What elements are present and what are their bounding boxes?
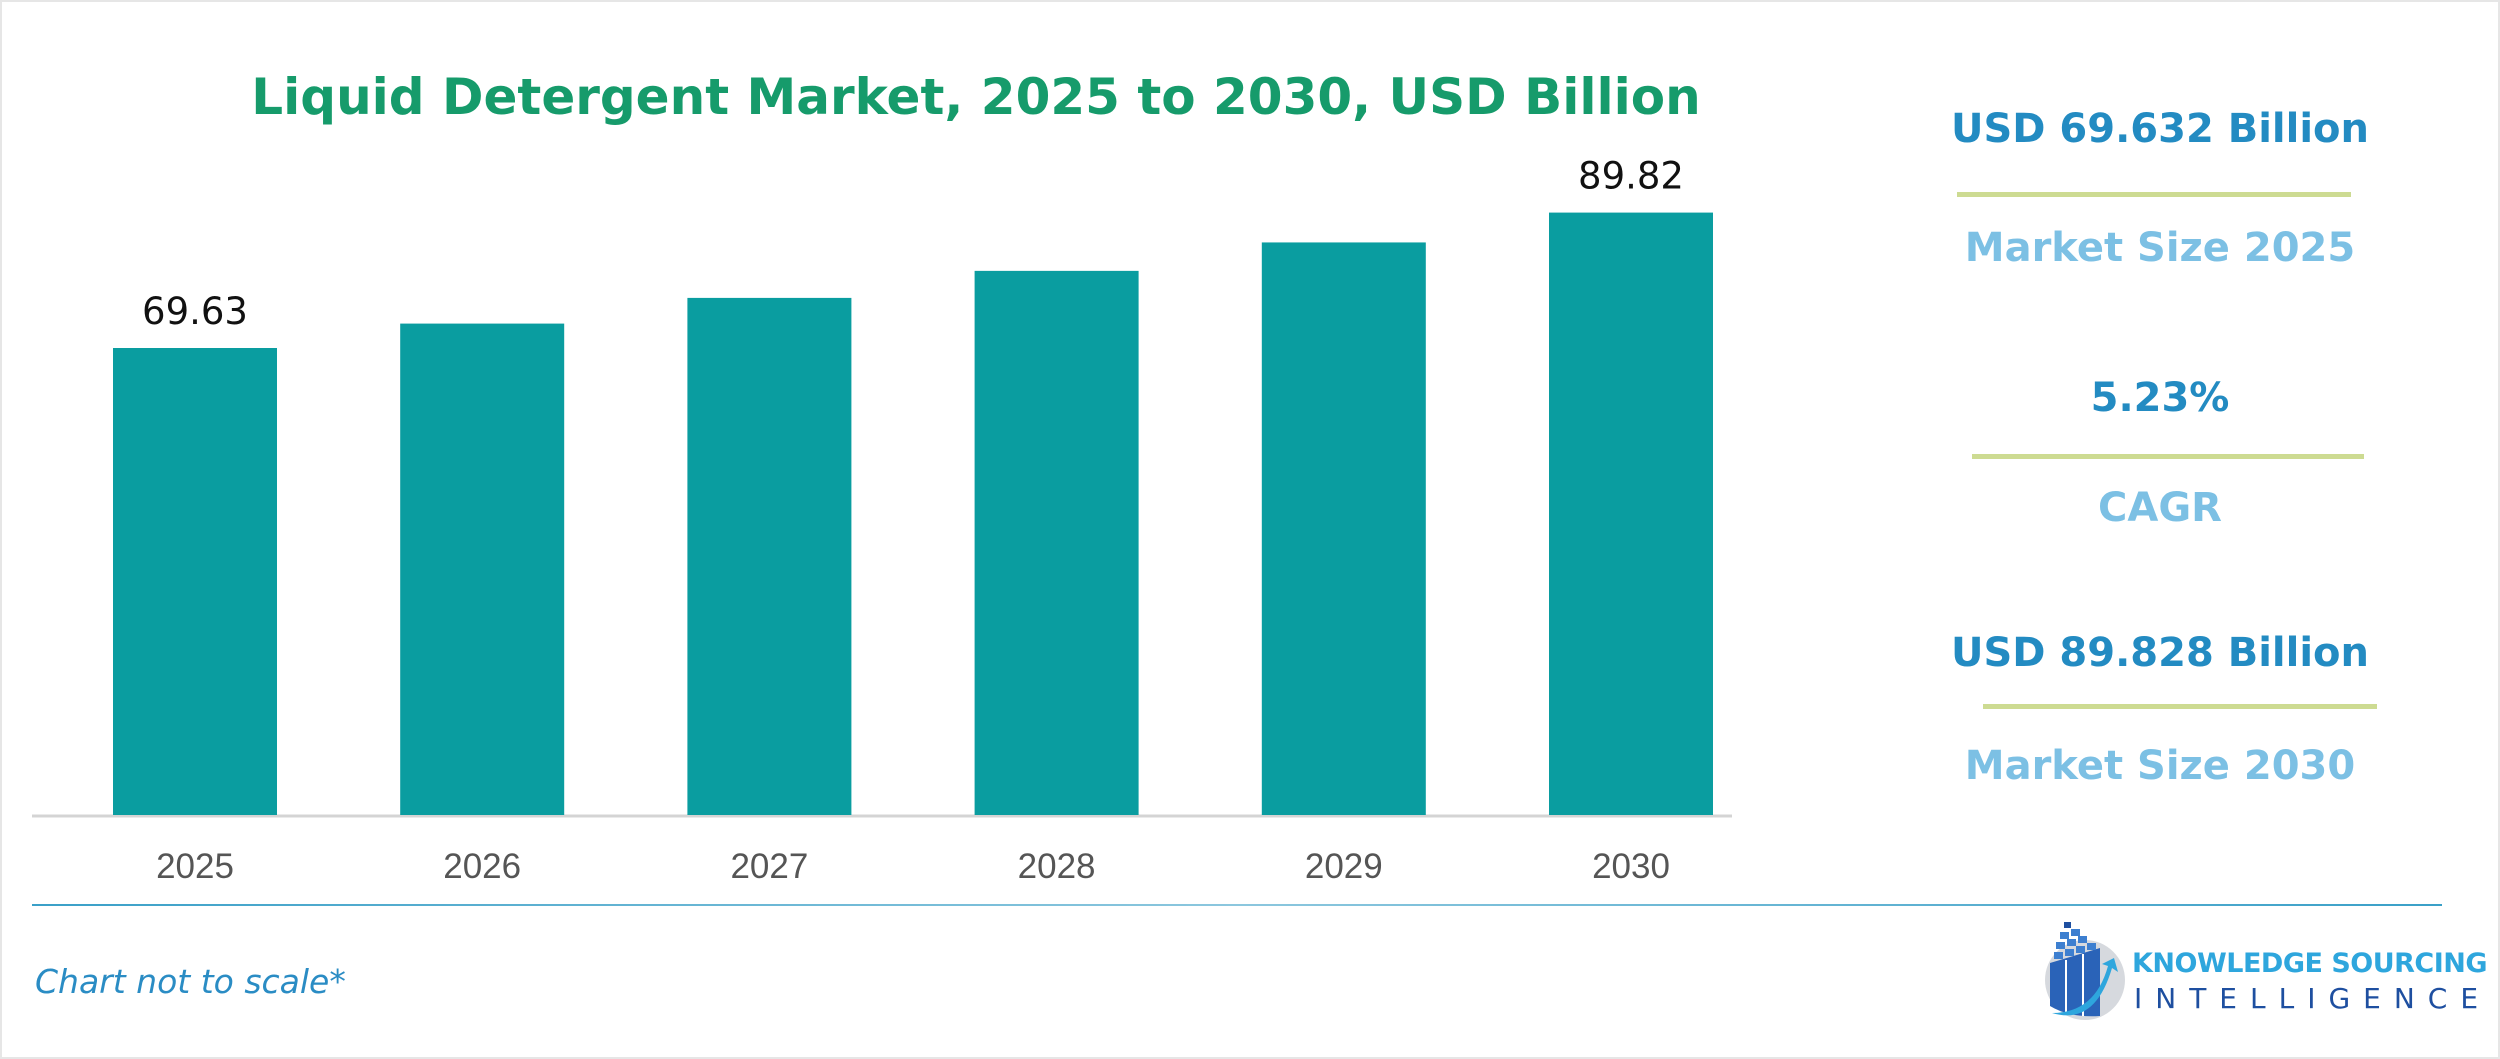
- bar-2027: [687, 297, 852, 815]
- x-tick-label: 2026: [443, 847, 521, 886]
- logo-line2: INTELLIGENCE: [2134, 982, 2492, 1015]
- bar-2029: [1261, 242, 1426, 815]
- data-label: 89.82: [1578, 155, 1684, 198]
- x-tick-label: 2027: [730, 847, 808, 886]
- bar-chart: 2025 69.63 2026 2027 2028 2029 2030 89.82: [32, 155, 1732, 886]
- cagr-label: CAGR: [2098, 485, 2222, 531]
- cagr-value: 5.23%: [2090, 375, 2230, 421]
- bar-2028: [974, 270, 1139, 816]
- x-tick-label: 2030: [1592, 847, 1670, 886]
- footer-divider: [32, 904, 2442, 906]
- market-size-2030-label: Market Size 2030: [1964, 743, 2356, 789]
- market-size-2025-label: Market Size 2025: [1964, 225, 2356, 271]
- x-tick-label: 2028: [1018, 847, 1096, 886]
- logo-line1: KNOWLEDGE SOURCING: [2132, 948, 2488, 979]
- market-size-2030-value: USD 89.828 Billion: [1951, 630, 2369, 676]
- company-logo: KNOWLEDGE SOURCING INTELLIGENCE: [2040, 918, 2488, 1023]
- divider: [1983, 704, 2377, 709]
- bar-2026: [400, 323, 565, 815]
- bar-2030: [1549, 212, 1713, 815]
- bar-2025: [113, 348, 277, 815]
- x-tick-label: 2025: [156, 847, 234, 886]
- divider: [1957, 192, 2351, 197]
- market-size-2025-value: USD 69.632 Billion: [1951, 106, 2369, 152]
- divider: [1972, 454, 2364, 459]
- chart-note: Chart not to scale*: [35, 962, 346, 1001]
- logo-icon: [2045, 922, 2125, 1020]
- chart-title: Liquid Detergent Market, 2025 to 2030, U…: [251, 68, 1701, 126]
- data-label: 69.63: [142, 290, 248, 333]
- x-tick-label: 2029: [1305, 847, 1383, 886]
